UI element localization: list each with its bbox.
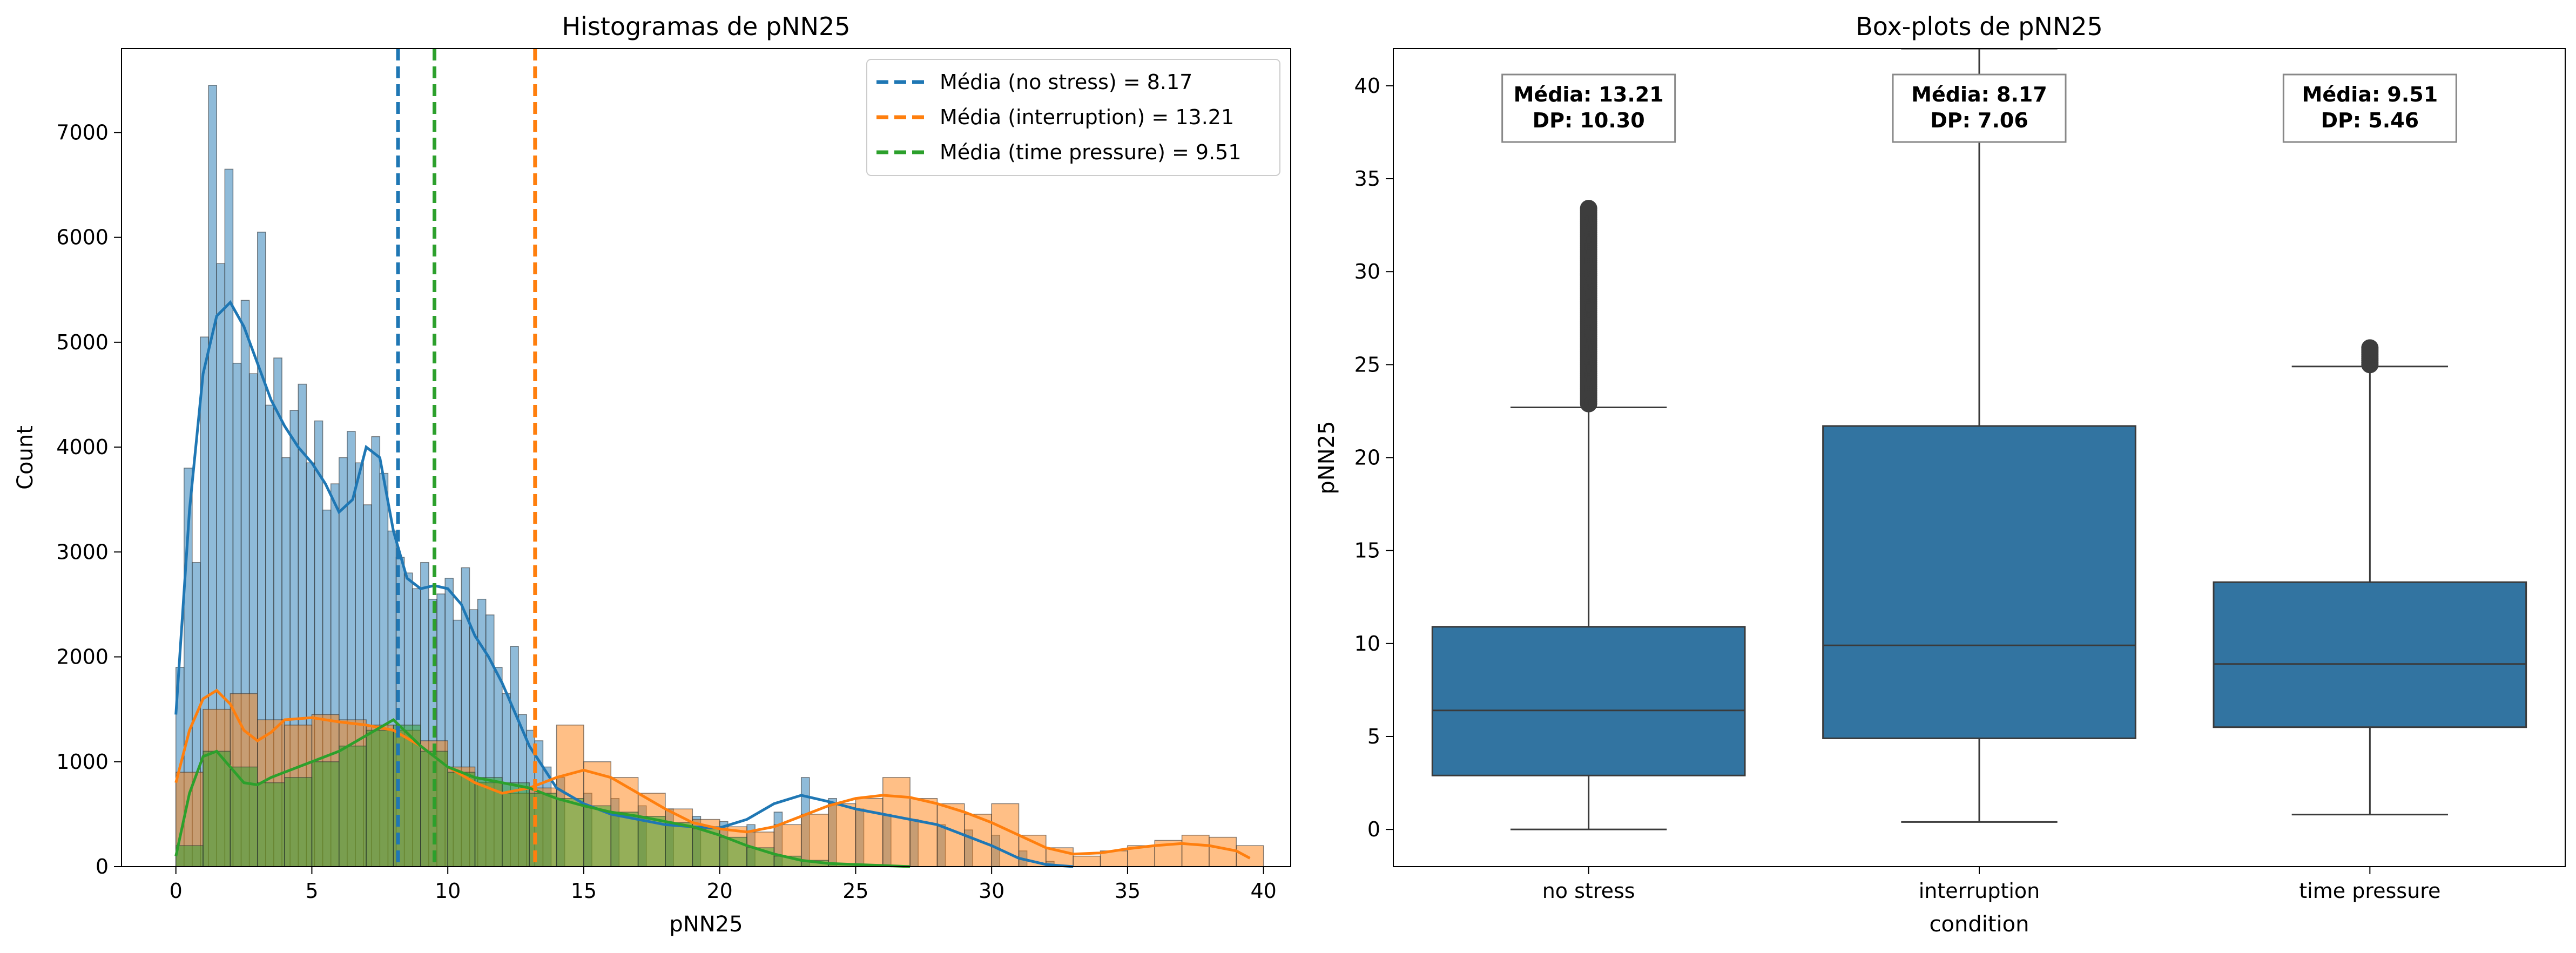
histogram-bar xyxy=(1073,855,1101,867)
histogram-bar xyxy=(203,751,231,867)
annotation-box xyxy=(1501,73,1676,143)
annotation-mean: Média: 13.21 xyxy=(1514,83,1664,106)
stats-annotation: Média: 9.51 DP: 5.46 xyxy=(2282,73,2457,143)
stats-annotation: Média: 8.17 DP: 7.06 xyxy=(1892,73,2067,143)
y-tick-label: 5000 xyxy=(56,330,109,354)
y-tick-label: 35 xyxy=(1354,167,1380,191)
outlier-point xyxy=(2361,339,2379,357)
legend-entry: Média (time pressure) = 9.51 xyxy=(940,140,1242,164)
boxplot-x-axis-label: condition xyxy=(1930,912,2029,937)
annotation-mean: Média: 9.51 xyxy=(2302,83,2438,106)
x-tick-label: interruption xyxy=(1919,879,2040,903)
histogram-title: Histogramas de pNN25 xyxy=(562,12,850,41)
histogram-bar xyxy=(800,814,829,867)
boxplot-plot-area: Média: 13.21 DP: 10.30 Média: 8.17 DP: 7.06… xyxy=(1354,48,2566,903)
y-tick-label: 40 xyxy=(1354,74,1380,98)
histogram-bar xyxy=(583,805,612,867)
histogram-bar xyxy=(610,812,639,867)
histogram-panel: Histogramas de pNN25 pNN25 Count 0 5 10 15 2… xyxy=(13,12,1291,937)
histogram-bar xyxy=(502,782,530,867)
x-tick-label: 15 xyxy=(571,879,597,903)
annotation-sd: DP: 5.46 xyxy=(2321,109,2419,132)
histogram-bar xyxy=(284,777,313,867)
annotation-sd: DP: 10.30 xyxy=(1533,109,1645,132)
x-tick-label: 5 xyxy=(305,879,318,903)
histogram-x-axis-label: pNN25 xyxy=(669,912,743,937)
y-tick-label: 4000 xyxy=(56,435,109,459)
histogram-bar xyxy=(447,772,476,867)
x-tick-label: 25 xyxy=(842,879,868,903)
box-time-pressure xyxy=(2213,339,2527,816)
histogram-bar xyxy=(909,798,938,867)
x-tick-label: 10 xyxy=(435,879,461,903)
x-tick-label: 35 xyxy=(1115,879,1141,903)
histogram-axes-frame xyxy=(121,48,1291,867)
annotation-box xyxy=(2282,73,2457,143)
legend-entry: Média (interruption) = 13.21 xyxy=(940,105,1234,129)
annotation-sd: DP: 7.06 xyxy=(1930,109,2028,132)
annotation-box xyxy=(1892,73,2067,143)
y-tick-label: 0 xyxy=(1367,817,1380,841)
histogram-bars-time-pressure xyxy=(175,725,911,867)
histogram-bar xyxy=(311,761,340,867)
legend-box xyxy=(866,59,1280,176)
histogram-bar xyxy=(339,745,367,867)
kde-line-no-stress xyxy=(174,300,1074,868)
box-iqr xyxy=(1431,626,1746,776)
histogram-bar xyxy=(665,822,693,867)
x-tick-label: time pressure xyxy=(2299,879,2440,903)
y-tick-label: 30 xyxy=(1354,260,1380,283)
boxplot-panel: Box-plots de pNN25 condition pNN25 Média… xyxy=(1314,12,2566,937)
box-iqr xyxy=(2213,581,2527,728)
boxplot-marks xyxy=(1431,49,2527,830)
histogram-bar xyxy=(1236,845,1264,867)
histogram-bar xyxy=(366,729,394,867)
histogram-bar xyxy=(257,782,285,867)
x-tick-label: 0 xyxy=(170,879,183,903)
kde-line-interruption xyxy=(174,688,1251,860)
y-tick-label: 15 xyxy=(1354,539,1380,563)
y-tick-label: 0 xyxy=(96,855,109,878)
histogram-bar xyxy=(556,798,584,867)
histogram-bar xyxy=(1209,836,1237,867)
y-tick-label: 1000 xyxy=(56,750,109,774)
y-tick-label: 10 xyxy=(1354,632,1380,655)
y-tick-label: 6000 xyxy=(56,226,109,249)
boxplot-y-axis-label: pNN25 xyxy=(1314,421,1339,494)
histogram-bar xyxy=(1181,834,1210,867)
y-tick-label: 2000 xyxy=(56,645,109,669)
histogram-legend: Média (no stress) = 8.17 Média (interrupt… xyxy=(866,59,1280,176)
legend-entry: Média (no stress) = 8.17 xyxy=(940,70,1192,94)
histogram-bar xyxy=(828,803,857,867)
histogram-bar xyxy=(882,777,911,867)
y-tick-label: 20 xyxy=(1354,446,1380,470)
y-tick-label: 5 xyxy=(1367,725,1380,748)
x-tick-label: no stress xyxy=(1542,879,1635,903)
x-tick-label: 20 xyxy=(706,879,732,903)
box-iqr xyxy=(1822,425,2136,739)
box-interruption xyxy=(1822,49,2136,823)
y-tick-label: 7000 xyxy=(56,120,109,144)
histogram-y-axis-label: Count xyxy=(13,425,38,490)
histogram-bar xyxy=(175,845,204,867)
box-no-stress xyxy=(1431,200,1746,830)
x-tick-label: 40 xyxy=(1250,879,1276,903)
histogram-plot-area: 0 5 10 15 20 25 30 35 40 0 1000 2000 3000 4000 5000 600… xyxy=(56,48,1291,903)
annotation-mean: Média: 8.17 xyxy=(1911,83,2047,106)
stats-annotation: Média: 13.21 DP: 10.30 xyxy=(1501,73,1676,143)
outlier-point xyxy=(1580,200,1597,218)
y-tick-label: 25 xyxy=(1354,353,1380,376)
kde-line-time-pressure xyxy=(174,718,911,868)
histogram-bar xyxy=(936,803,965,867)
x-tick-label: 30 xyxy=(979,879,1004,903)
y-tick-label: 3000 xyxy=(56,540,109,564)
boxplot-title: Box-plots de pNN25 xyxy=(1856,12,2103,41)
